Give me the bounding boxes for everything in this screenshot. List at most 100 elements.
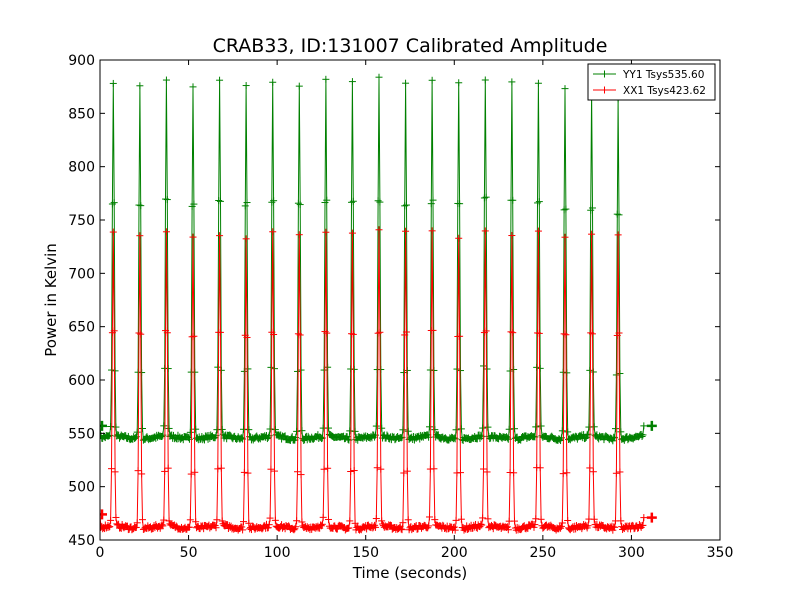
data-point	[160, 516, 168, 524]
data-point	[297, 471, 305, 479]
data-point	[223, 435, 231, 443]
data-point	[188, 333, 196, 341]
data-point	[324, 464, 332, 472]
data-point	[133, 428, 141, 436]
data-point	[348, 198, 356, 206]
data-point	[192, 518, 200, 526]
data-point	[457, 515, 465, 523]
data-point	[503, 434, 511, 442]
x-tick-label: 350	[707, 545, 734, 561]
data-point	[164, 464, 172, 472]
data-point	[215, 196, 223, 204]
data-point	[243, 333, 251, 341]
data-point	[372, 515, 380, 523]
data-point	[348, 78, 356, 86]
data-point	[536, 464, 544, 472]
data-point	[244, 365, 252, 373]
data-point	[561, 85, 569, 93]
data-point	[346, 517, 354, 525]
data-point	[457, 425, 465, 433]
data-point	[510, 469, 518, 477]
data-point	[477, 520, 485, 528]
data-point	[480, 194, 488, 202]
legend-item: YY1 Tsys535.60	[593, 69, 704, 81]
data-point	[267, 465, 275, 473]
data-point	[300, 437, 308, 445]
data-point	[484, 515, 492, 523]
x-tick-label: 200	[441, 545, 468, 561]
data-point	[266, 425, 274, 433]
data-point	[481, 76, 489, 84]
data-point	[589, 368, 597, 376]
data-point	[560, 330, 568, 338]
y-tick-label: 650	[68, 320, 95, 336]
data-point	[402, 201, 410, 209]
data-point	[556, 523, 564, 531]
data-point	[240, 367, 248, 375]
data-point	[318, 520, 326, 528]
x-tick-label: 0	[96, 545, 105, 561]
data-point	[399, 426, 407, 434]
data-point	[612, 469, 620, 477]
data-point	[191, 468, 199, 476]
data-point	[290, 526, 298, 534]
data-point	[292, 523, 300, 531]
data-point	[410, 436, 418, 444]
data-point	[483, 468, 491, 476]
data-point	[347, 467, 355, 475]
data-point	[239, 526, 247, 534]
data-point	[589, 468, 597, 476]
data-point	[534, 199, 542, 207]
data-point	[348, 229, 356, 237]
data-point	[108, 366, 116, 374]
data-point	[429, 326, 437, 334]
data-point	[106, 523, 114, 531]
data-point	[401, 331, 409, 339]
data-point	[323, 329, 331, 337]
data-point	[164, 365, 172, 373]
data-point	[428, 227, 436, 235]
data-point	[373, 464, 381, 472]
data-point	[531, 521, 539, 529]
data-point	[271, 426, 279, 434]
data-point	[139, 425, 147, 433]
data-point	[216, 197, 224, 205]
data-point	[317, 522, 325, 530]
data-point	[110, 199, 118, 207]
data-point	[158, 521, 166, 529]
data-point	[321, 328, 329, 336]
data-point	[484, 423, 492, 431]
data-point	[376, 198, 384, 206]
data-point	[477, 431, 485, 439]
data-point	[298, 427, 306, 435]
data-point	[242, 235, 250, 243]
data-point	[110, 327, 118, 335]
data-point	[245, 426, 253, 434]
data-point	[139, 516, 147, 524]
data-point	[105, 523, 113, 531]
data-point	[244, 469, 252, 477]
data-point	[510, 365, 518, 373]
data-point	[350, 365, 358, 373]
data-point	[612, 371, 620, 379]
data-point	[558, 519, 566, 527]
data-point	[616, 468, 624, 476]
data-point	[296, 331, 304, 339]
data-point	[588, 330, 596, 338]
data-point	[293, 427, 301, 435]
data-point	[294, 199, 302, 207]
data-point	[294, 367, 302, 375]
data-point	[269, 228, 277, 236]
data-point	[371, 523, 379, 531]
data-point	[532, 423, 540, 431]
data-point	[271, 516, 279, 524]
data-point	[482, 193, 490, 201]
data-point	[615, 211, 623, 219]
data-point	[480, 465, 488, 473]
data-point	[375, 226, 383, 234]
plot-area: 0 50 100 150 200 250 300 350 450 500 550 600 650 700 7…	[68, 53, 733, 561]
data-point	[109, 228, 117, 236]
data-point	[317, 435, 325, 443]
data-point	[322, 228, 330, 236]
data-point	[535, 329, 543, 337]
